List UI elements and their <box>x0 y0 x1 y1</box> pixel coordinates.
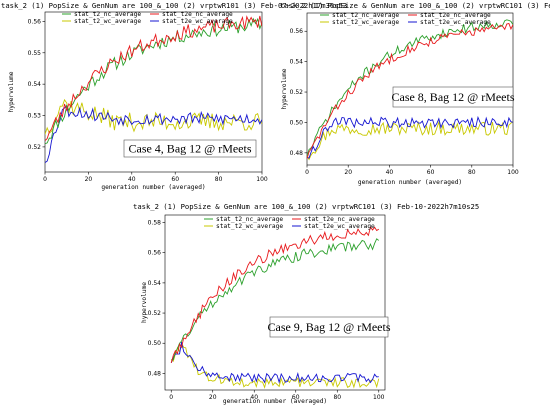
series-line-stat_t2_nc_average <box>171 238 380 361</box>
x-tick-label: 40 <box>386 169 394 176</box>
series-line-stat_t2e_wc_average <box>307 115 513 159</box>
legend-entry: stat_t2e_nc_average <box>420 12 491 19</box>
x-axis-label: generation number (averaged) <box>358 179 462 186</box>
chart-title: task_2 (1) PopSize & GenNum are 100_&_10… <box>1 1 347 10</box>
annotation-text: Case 4, Bag 12 @ rMeets <box>128 142 251 156</box>
series-line-stat_t2_wc_average <box>45 98 262 135</box>
y-tick-label: 0.50 <box>290 119 304 126</box>
series-line-stat_t2e_nc_average <box>170 226 380 363</box>
y-tick-label: 0.56 <box>28 18 42 25</box>
y-tick-label: 0.54 <box>28 81 42 88</box>
x-tick-label: 100 <box>507 169 519 176</box>
legend-entry: stat_t2e_wc_average <box>420 19 491 26</box>
legend-entry: stat_t2_wc_average <box>216 223 283 230</box>
x-tick-label: 80 <box>215 176 223 183</box>
chart-2: task_2 (1) PopSize & GenNum are 100_&_10… <box>280 1 550 186</box>
legend-entry: stat_t2_wc_average <box>74 18 141 25</box>
series-line-stat_t2e_wc_average <box>45 104 262 163</box>
legend-entry: stat_t2_nc_average <box>332 12 399 19</box>
annotation-text: Case 8, Bag 12 @ rMeets <box>391 90 514 104</box>
annotation-box <box>123 139 257 158</box>
x-axis-label: generation number (averaged) <box>101 184 205 191</box>
legend-entry: stat_t2e_wc_average <box>162 18 233 25</box>
y-tick-label: 0.53 <box>28 113 42 120</box>
y-axis-label: hypervolume <box>281 68 288 109</box>
legend-entry: stat_t2e_nc_average <box>162 11 233 18</box>
chart-1: task_2 (1) PopSize & GenNum are 100_&_10… <box>1 1 347 191</box>
chart-title: task_2 (1) PopSize & GenNum are 100_&_10… <box>133 202 479 211</box>
y-tick-label: 0.55 <box>28 50 42 57</box>
y-tick-label: 0.52 <box>290 89 304 96</box>
x-tick-label: 60 <box>427 169 435 176</box>
annotation-box <box>392 86 514 108</box>
x-tick-label: 20 <box>209 394 217 401</box>
series-line-stat_t2e_nc_average <box>45 15 262 141</box>
x-tick-label: 20 <box>344 169 352 176</box>
y-tick-label: 0.52 <box>28 144 42 151</box>
series-line-stat_t2e_nc_average <box>307 22 513 160</box>
y-axis-label: hypervolume <box>141 282 148 323</box>
x-tick-label: 100 <box>256 176 268 183</box>
annotation-box <box>269 316 389 338</box>
legend-entry: stat_t2_wc_average <box>332 19 399 26</box>
y-tick-label: 0.48 <box>148 370 162 377</box>
x-tick-label: 60 <box>171 176 179 183</box>
x-tick-label: 60 <box>292 394 300 401</box>
x-tick-label: 0 <box>305 169 309 176</box>
series-line-stat_t2e_wc_average <box>170 342 379 384</box>
y-tick-label: 0.58 <box>148 220 162 227</box>
y-tick-label: 0.50 <box>148 340 162 347</box>
x-tick-label: 40 <box>128 176 136 183</box>
legend-entry: stat_t2_nc_average <box>74 11 141 18</box>
series-line-stat_t2_nc_average <box>45 17 262 145</box>
y-axis-label: hypervolume <box>8 71 15 112</box>
y-tick-label: 0.56 <box>148 250 162 257</box>
x-tick-label: 40 <box>250 394 258 401</box>
x-tick-label: 0 <box>169 394 173 401</box>
series-line-stat_t2_wc_average <box>307 120 513 161</box>
legend-entry: stat_t2_nc_average <box>216 216 283 223</box>
chart-3: task_2 (1) PopSize & GenNum are 100_&_10… <box>133 202 479 405</box>
series-line-stat_t2_nc_average <box>307 19 513 157</box>
x-tick-label: 80 <box>468 169 476 176</box>
y-tick-label: 0.52 <box>148 310 162 317</box>
annotation-text: Case 9, Bag 12 @ rMeets <box>267 320 390 334</box>
legend-entry: stat_t2e_wc_average <box>304 223 375 230</box>
y-tick-label: 0.54 <box>148 280 162 287</box>
x-tick-label: 20 <box>85 176 93 183</box>
y-tick-label: 0.56 <box>290 28 304 35</box>
legend-entry: stat_t2e_nc_average <box>304 216 375 223</box>
x-tick-label: 80 <box>333 394 341 401</box>
x-axis-label: generation number (averaged) <box>223 398 327 405</box>
x-tick-label: 100 <box>373 394 385 401</box>
y-tick-label: 0.54 <box>290 59 304 66</box>
y-tick-label: 0.48 <box>290 150 304 157</box>
x-tick-label: 0 <box>43 176 47 183</box>
plot-area <box>164 214 386 391</box>
chart-title: task_2 (1) PopSize & GenNum are 100_&_10… <box>280 1 550 10</box>
